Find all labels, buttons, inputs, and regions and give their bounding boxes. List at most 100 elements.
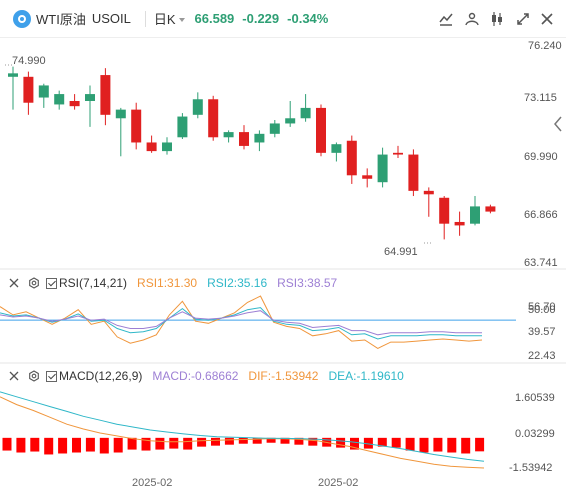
symbol-toolbar: WTI原油 USOIL 日K 66.589 -0.229 -0.34% bbox=[0, 0, 566, 38]
price-axis-tick: 76.240 bbox=[528, 40, 562, 52]
visibility-checkbox[interactable] bbox=[46, 370, 57, 382]
macd-bar bbox=[85, 437, 95, 452]
rsi-axis-tick: 56.70 bbox=[528, 301, 556, 313]
gear-icon[interactable] bbox=[28, 277, 40, 289]
candle-body bbox=[192, 99, 203, 115]
candle-body bbox=[254, 133, 265, 143]
macd-series-line bbox=[0, 396, 485, 469]
visibility-checkbox[interactable] bbox=[46, 277, 57, 289]
macd-bar bbox=[169, 437, 179, 449]
price-change-percent: -0.34% bbox=[287, 11, 329, 26]
symbol-code[interactable]: USOIL bbox=[91, 11, 131, 26]
candle-body bbox=[131, 109, 142, 143]
rsi-chart[interactable]: 56.70 50.00 39.57 22.43 bbox=[0, 292, 566, 364]
candle-body bbox=[485, 206, 496, 212]
candle-body bbox=[470, 206, 480, 224]
rsi-series-line bbox=[0, 295, 483, 349]
divider bbox=[144, 10, 146, 27]
macd-axis-tick: 0.03299 bbox=[515, 428, 555, 440]
candle-body bbox=[115, 109, 126, 119]
macd-bar bbox=[461, 437, 471, 454]
macd-bar bbox=[336, 437, 346, 448]
macd-bar bbox=[475, 437, 485, 452]
close-icon[interactable] bbox=[539, 11, 555, 27]
macd-chart[interactable]: 1.60539 0.03299 -1.53942 bbox=[0, 385, 566, 477]
candle-body bbox=[269, 123, 280, 134]
macd-bar bbox=[433, 437, 443, 452]
macd-bar bbox=[377, 437, 387, 447]
chevron-left-icon[interactable] bbox=[548, 110, 566, 138]
period-selector[interactable]: 日K bbox=[154, 9, 185, 28]
price-axis-tick: 73.115 bbox=[524, 92, 557, 104]
rsi-header: RSI(7,14,21) RSI1:31.30 RSI2:35.16 RSI3:… bbox=[0, 274, 337, 292]
candle-body bbox=[439, 197, 450, 224]
macd-bar bbox=[30, 437, 40, 452]
macd-bar bbox=[155, 437, 165, 450]
rsi1-value: RSI1:31.30 bbox=[137, 276, 198, 290]
candle-body bbox=[100, 75, 111, 115]
x-axis-label: 2025-02 bbox=[318, 477, 359, 489]
candle-body bbox=[162, 142, 172, 152]
macd-bar bbox=[308, 437, 318, 446]
low-price-label: 64.991 bbox=[384, 246, 418, 258]
candle-body bbox=[239, 132, 249, 146]
collapse-icon[interactable] bbox=[8, 277, 20, 289]
candle-body bbox=[85, 94, 95, 101]
price-chart[interactable]: 76.240 73.115 69.990 66.866 63.741 74.99… bbox=[0, 38, 566, 270]
candle-body bbox=[316, 107, 326, 153]
collapse-icon[interactable] bbox=[8, 370, 20, 382]
macd-bar bbox=[127, 437, 137, 450]
macd-bar bbox=[99, 437, 109, 454]
macd-bar bbox=[2, 437, 12, 451]
gear-icon[interactable] bbox=[28, 370, 40, 382]
symbol-name[interactable]: WTI原油 bbox=[36, 12, 86, 27]
dea-value: DEA:-1.19610 bbox=[328, 369, 404, 383]
macd-bar bbox=[363, 437, 373, 449]
macd-bar bbox=[16, 437, 26, 453]
candle-body bbox=[346, 140, 357, 176]
macd-bar bbox=[197, 437, 207, 447]
candle-body bbox=[177, 116, 188, 138]
macd-bar bbox=[252, 437, 262, 444]
rsi-title: RSI(7,14,21) bbox=[59, 276, 128, 290]
macd-axis-tick: -1.53942 bbox=[509, 462, 552, 474]
price-axis-tick: 66.866 bbox=[524, 209, 558, 221]
macd-bar bbox=[447, 437, 457, 453]
macd-bar bbox=[183, 437, 193, 450]
price-change: -0.229 bbox=[242, 11, 280, 26]
candle-body bbox=[223, 132, 234, 138]
rsi3-value: RSI3:38.57 bbox=[277, 276, 338, 290]
candle-style-icon[interactable] bbox=[489, 11, 505, 27]
macd-layer bbox=[0, 391, 485, 469]
macd-bar bbox=[280, 437, 290, 444]
macd-bar bbox=[419, 437, 429, 453]
candle-body bbox=[146, 142, 157, 152]
candle-body bbox=[38, 85, 49, 98]
rsi-axis-tick: 50.00 bbox=[528, 304, 556, 316]
macd-bar bbox=[72, 437, 81, 453]
rsi-axis-tick: 39.57 bbox=[528, 326, 556, 338]
macd-bar bbox=[391, 437, 401, 448]
macd-bar bbox=[211, 437, 220, 446]
x-axis-label: 2025-02 bbox=[132, 477, 173, 489]
candles-layer bbox=[8, 66, 496, 240]
candle-body bbox=[208, 99, 219, 138]
indicator-settings-icon[interactable] bbox=[464, 11, 480, 27]
price-axis-tick: 63.741 bbox=[524, 257, 558, 269]
candle-body bbox=[8, 73, 18, 77]
macd-bar bbox=[405, 437, 415, 451]
candle-body bbox=[69, 100, 80, 107]
candle-body bbox=[331, 144, 342, 153]
fullscreen-icon[interactable] bbox=[515, 11, 531, 27]
macd-bar bbox=[294, 437, 304, 445]
macd-series-line bbox=[0, 391, 485, 462]
rsi-lines-layer bbox=[0, 295, 516, 349]
price-axis-tick: 69.990 bbox=[524, 151, 558, 163]
period-label: 日K bbox=[153, 12, 176, 27]
candle-body bbox=[454, 221, 465, 226]
symbol-logo-icon bbox=[13, 9, 31, 28]
macd-bar bbox=[44, 437, 54, 455]
candle-body bbox=[377, 154, 388, 183]
drawing-tools-icon[interactable] bbox=[438, 11, 454, 27]
macd-bar bbox=[266, 437, 276, 443]
